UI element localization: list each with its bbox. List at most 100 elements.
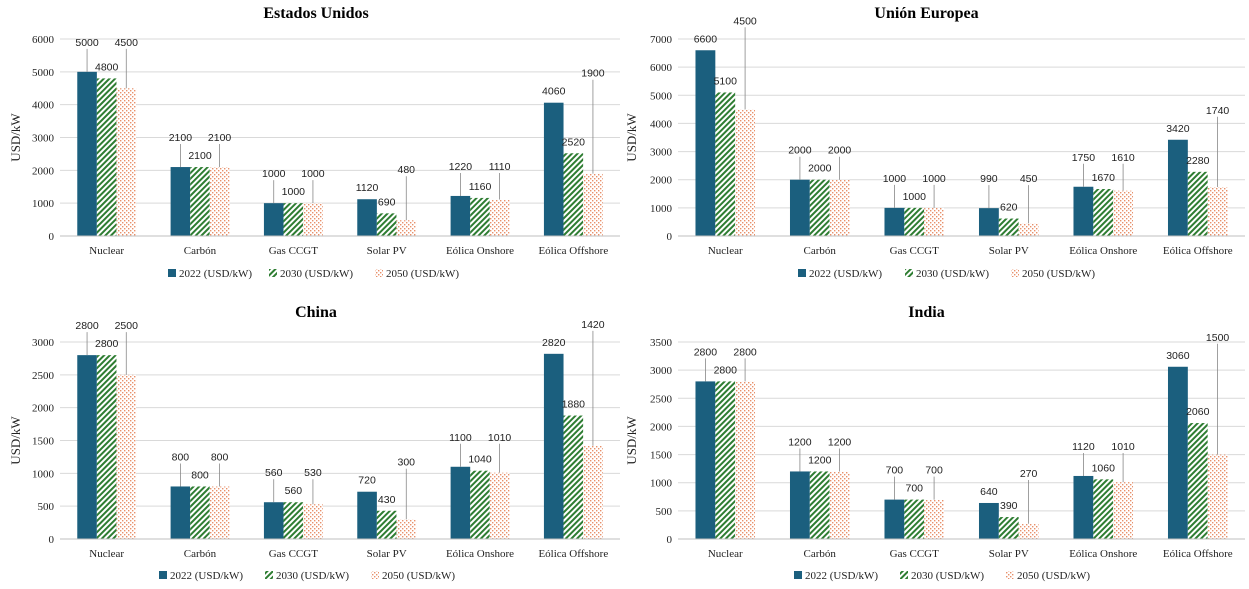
category-label-solar-pv: Solar PV	[367, 548, 407, 560]
data-label: 1420	[581, 319, 605, 331]
bar-gas-ccgt-2050	[303, 504, 323, 539]
chart-title: India	[908, 304, 944, 321]
bar-eolica-onshore-2050	[489, 472, 510, 539]
y-tick-label: 1500	[32, 436, 55, 448]
bar-solar-pv-2050	[396, 220, 417, 236]
bar-nuclear-2022	[77, 71, 97, 236]
data-label: 1000	[262, 168, 286, 180]
legend-label-2050: 2050 (USD/kW)	[382, 570, 455, 582]
bar-carbon-2022	[789, 471, 810, 539]
data-label: 1220	[449, 161, 473, 173]
bar-carbon-2022	[170, 167, 191, 236]
bar-solar-pv-2030	[998, 218, 1019, 236]
bar-eolica-offshore-2050	[583, 173, 603, 236]
data-label: 1750	[1072, 152, 1096, 164]
category-label-eolica-onshore: Eólica Onshore	[1069, 548, 1137, 560]
data-label: 2100	[169, 132, 193, 144]
data-label: 1740	[1206, 105, 1230, 117]
legend-swatch-2022	[798, 269, 806, 277]
bar-gas-ccgt-2030	[904, 499, 925, 539]
bar-solar-pv-2022	[357, 199, 377, 236]
data-label: 2800	[733, 346, 757, 358]
bar-eolica-offshore-2030	[1187, 171, 1208, 236]
y-tick-label: 3000	[650, 147, 673, 159]
y-tick-label: 1000	[650, 203, 673, 215]
bar-eolica-onshore-2050	[489, 199, 510, 236]
legend-label-2030: 2030 (USD/kW)	[280, 268, 353, 280]
bar-eolica-offshore-2030	[563, 153, 584, 236]
bar-eolica-onshore-2030	[1093, 479, 1114, 539]
bar-gas-ccgt-2050	[924, 207, 945, 236]
y-tick-label: 3000	[650, 365, 673, 377]
y-tick-label: 5000	[32, 67, 55, 79]
y-tick-label: 3500	[650, 337, 673, 349]
y-tick-label: 2000	[650, 421, 673, 433]
bar-carbon-2030	[190, 486, 210, 539]
chart-title: Unión Europea	[874, 5, 978, 22]
data-label: 1060	[1092, 462, 1116, 474]
y-tick-label: 1000	[32, 468, 55, 480]
bar-gas-ccgt-2022	[263, 502, 284, 539]
y-tick-label: 2000	[32, 403, 55, 415]
data-label: 2800	[694, 346, 718, 358]
category-label-carbon: Carbón	[184, 548, 217, 560]
bar-gas-ccgt-2050	[924, 499, 945, 539]
legend-label-2030: 2030 (USD/kW)	[911, 570, 984, 582]
legend-swatch-2050	[1011, 269, 1019, 277]
y-axis-label: USD/kW	[8, 113, 23, 162]
data-label: 1110	[489, 161, 511, 173]
legend-label-2050: 2050 (USD/kW)	[386, 268, 459, 280]
data-label: 2800	[75, 320, 99, 332]
data-label: 2000	[828, 145, 852, 157]
category-label-nuclear: Nuclear	[89, 245, 124, 257]
data-label: 1040	[468, 454, 492, 466]
y-tick-label: 3000	[32, 133, 55, 145]
chart-title: Estados Unidos	[263, 5, 368, 22]
data-label: 3060	[1166, 350, 1190, 362]
bar-solar-pv-2050	[1018, 523, 1039, 539]
data-label: 1000	[883, 173, 907, 185]
data-label: 4060	[542, 86, 566, 98]
legend-label-2030: 2030 (USD/kW)	[916, 268, 989, 280]
data-label: 1200	[788, 436, 812, 448]
data-label: 390	[1000, 500, 1018, 512]
bar-nuclear-2022	[695, 381, 716, 539]
bar-carbon-2030	[190, 167, 210, 236]
category-label-eolica-offshore: Eólica Offshore	[538, 548, 608, 560]
data-label: 2800	[95, 338, 119, 350]
data-label: 800	[191, 469, 209, 481]
data-label: 1160	[469, 181, 492, 193]
category-label-gas-ccgt: Gas CCGT	[890, 245, 939, 257]
data-label: 1120	[1072, 441, 1095, 453]
y-tick-label: 0	[49, 534, 55, 546]
data-label: 2000	[788, 145, 812, 157]
category-label-nuclear: Nuclear	[708, 245, 743, 257]
data-label: 2800	[714, 364, 738, 376]
bar-nuclear-2030	[96, 78, 117, 237]
data-label: 1100	[449, 432, 472, 444]
data-label: 6600	[694, 33, 718, 45]
bar-eolica-onshore-2030	[1093, 189, 1114, 236]
data-label: 1010	[488, 432, 512, 444]
bar-carbon-2050	[829, 471, 850, 539]
data-label: 530	[304, 467, 322, 479]
chart-panel-estados-unidos: Estados Unidos 0 1000 2000 3000 4000 5000 6000 U…	[8, 5, 620, 280]
category-label-eolica-offshore: Eólica Offshore	[1163, 245, 1233, 257]
y-tick-label: 1500	[650, 450, 673, 462]
data-label: 1880	[562, 399, 586, 411]
category-label-carbon: Carbón	[804, 548, 837, 560]
bar-gas-ccgt-2022	[263, 203, 284, 236]
data-label: 2280	[1186, 155, 1210, 167]
data-label: 5000	[75, 37, 99, 49]
category-label-nuclear: Nuclear	[89, 548, 124, 560]
bar-eolica-offshore-2022	[1167, 366, 1188, 539]
bar-gas-ccgt-2050	[303, 203, 323, 236]
bar-carbon-2050	[209, 486, 230, 539]
data-label: 1000	[903, 191, 927, 203]
bar-solar-pv-2050	[396, 519, 417, 539]
bar-nuclear-2050	[735, 109, 756, 236]
legend-label-2022: 2022 (USD/kW)	[170, 570, 243, 582]
category-label-solar-pv: Solar PV	[367, 245, 407, 257]
bar-gas-ccgt-2030	[283, 203, 304, 236]
